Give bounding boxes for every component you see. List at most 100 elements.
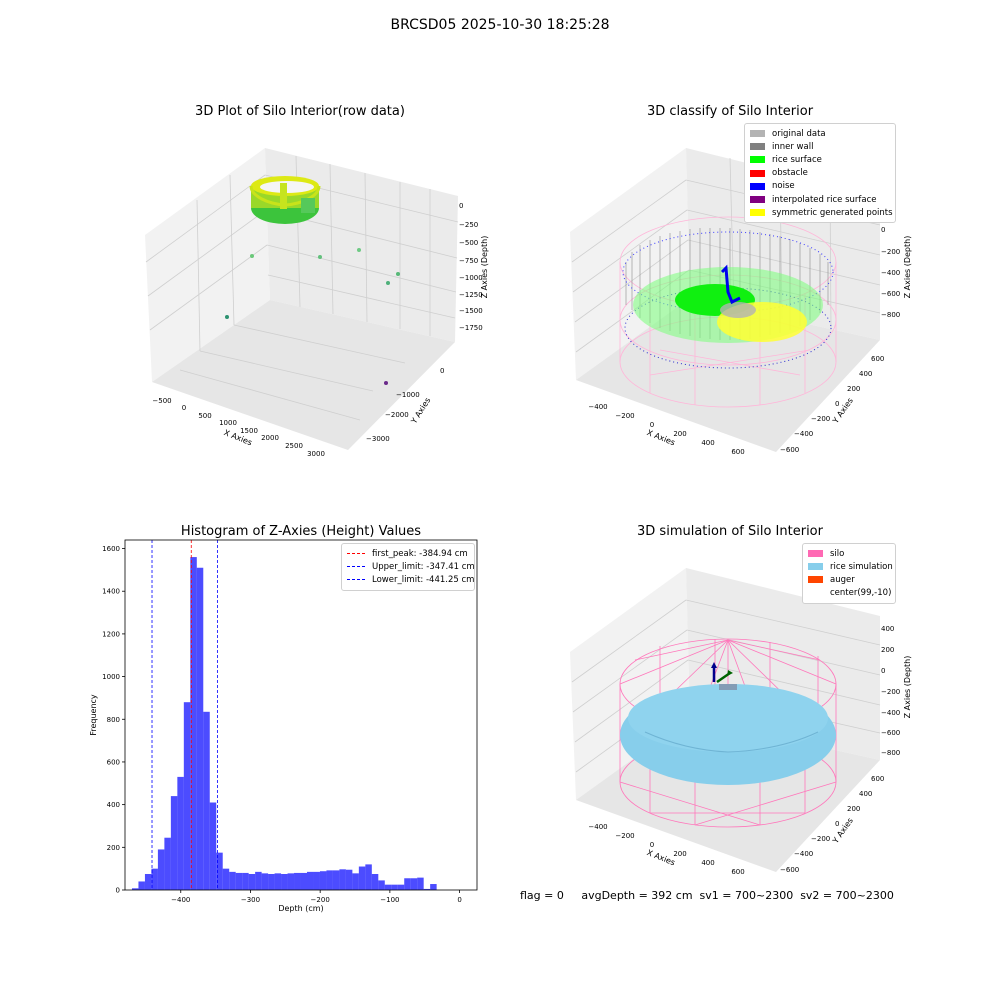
- legend-swatch: [750, 182, 765, 190]
- histogram-bar: [203, 711, 210, 890]
- histogram-x-label: Depth (cm): [278, 904, 323, 913]
- raw-x-tick: 2000: [261, 434, 279, 442]
- classify-y-tick: −400: [794, 430, 813, 438]
- histogram-bar: [248, 873, 256, 890]
- legend-item: auger: [808, 573, 890, 586]
- histogram-bar: [229, 871, 236, 890]
- classify-x-tick: −200: [615, 412, 634, 420]
- legend-item: symmetric generated points: [750, 206, 893, 219]
- raw-x-tick: −500: [152, 397, 171, 405]
- classify-legend: original data inner wall rice surface ob…: [744, 123, 896, 224]
- histogram-bar: [216, 852, 223, 890]
- classify-original-data: [720, 302, 756, 318]
- x-tick-label: −200: [311, 896, 330, 904]
- raw-y-label: Y Axies: [409, 396, 433, 426]
- simulation-x-tick: −200: [615, 832, 634, 840]
- legend-label: obstacle: [772, 168, 808, 179]
- histogram-bar: [196, 567, 204, 890]
- classify-plot-title: 3D classify of Silo Interior: [646, 104, 814, 119]
- y-tick-label: 0: [116, 887, 120, 895]
- y-tick-label: 400: [107, 801, 120, 809]
- legend-swatch: [750, 169, 765, 177]
- histogram-bar: [177, 776, 184, 890]
- histogram-bar: [397, 884, 405, 890]
- histogram-bar: [222, 868, 230, 890]
- figure-title: BRCSD05 2025-10-30 18:25:28: [390, 17, 610, 33]
- raw-z-tick: −1750: [459, 324, 483, 332]
- raw-z-tick: 0: [459, 202, 463, 210]
- histogram-bars: [131, 557, 437, 890]
- raw-3d-plot: −500 0 500 1000 1500 2000 2500 3000 0 −1…: [145, 148, 489, 458]
- raw-z-tick: −500: [459, 239, 478, 247]
- classify-noise-cluster: [720, 264, 741, 305]
- classify-y-tick: 0: [835, 400, 839, 408]
- legend-item: first_peak: -384.94 cm: [347, 547, 469, 560]
- legend-swatch: [808, 563, 823, 571]
- histogram-bar: [170, 796, 178, 890]
- histogram-bar: [352, 873, 359, 890]
- histogram-bar: [391, 884, 398, 890]
- raw-y-tick: 0: [440, 367, 444, 375]
- legend-label: silo: [830, 548, 845, 559]
- legend-line: [347, 566, 365, 568]
- legend-item: silo: [808, 547, 890, 560]
- legend-swatch: [808, 576, 823, 584]
- raw-x-tick: 0: [182, 404, 186, 412]
- histogram-bar: [345, 869, 353, 890]
- simulation-plot-title: 3D simulation of Silo Interior: [637, 524, 823, 539]
- histogram-bar: [417, 877, 424, 890]
- x-tick-label: −100: [380, 896, 399, 904]
- histogram-ticks: −400 −300 −200 −100 0 0 200 400 600 800 1000 1200 14…: [102, 545, 462, 904]
- histogram-bar: [274, 873, 282, 890]
- legend-swatch: [750, 130, 765, 138]
- histogram-bar: [384, 884, 392, 890]
- classify-x-tick: 600: [731, 448, 744, 456]
- classify-noise-ring: [622, 231, 834, 313]
- histogram-bar: [183, 702, 191, 890]
- raw-y-tick: −2000: [385, 411, 409, 419]
- auger-icon: [711, 662, 737, 690]
- raw-z-tick: −1000: [459, 274, 483, 282]
- histogram-bar: [365, 864, 372, 890]
- histogram-bar: [138, 881, 145, 890]
- classify-z-tick: −800: [881, 311, 900, 319]
- histogram-bar: [404, 878, 411, 890]
- status-footer: flag = 0 avgDepth = 392 cm sv1 = 700~230…: [520, 889, 894, 902]
- raw-silo-cloud: [249, 176, 321, 224]
- histogram-bar: [300, 872, 307, 890]
- histogram-frame: [124, 539, 478, 891]
- simulation-y-tick: 200: [847, 805, 860, 813]
- legend-item: center(99,-10): [808, 587, 891, 600]
- classify-pane-left: [570, 148, 690, 380]
- simulation-z-tick: −600: [881, 729, 900, 737]
- raw-z-tick: −1250: [459, 291, 483, 299]
- raw-outlier-points: [225, 248, 400, 385]
- simulation-z-tick: −400: [881, 709, 900, 717]
- classify-3d-plot: −400 −200 0 200 400 600 600 400 200 0 −2…: [570, 148, 912, 456]
- y-tick-label: 1400: [102, 588, 120, 596]
- simulation-rice-contour: [644, 731, 819, 753]
- histogram-title: Histogram of Z-Axies (Height) Values: [180, 524, 422, 539]
- classify-x-tick: 0: [650, 421, 654, 429]
- raw-z-tick: −750: [459, 257, 478, 265]
- legend-item: noise: [750, 180, 890, 193]
- legend-item: original data: [750, 127, 890, 140]
- raw-pane-left: [145, 148, 270, 382]
- y-tick-label: 200: [107, 844, 120, 852]
- legend-item: obstacle: [750, 167, 890, 180]
- histogram-bar: [371, 873, 379, 890]
- legend-swatch: [808, 589, 823, 597]
- histogram-bar: [164, 837, 171, 890]
- y-tick-label: 600: [107, 758, 120, 766]
- histogram-bar: [339, 869, 346, 890]
- histogram-bar: [358, 866, 366, 890]
- simulation-legend: silo rice simulation auger center(99,-10…: [802, 543, 896, 604]
- raw-x-tick: 1000: [219, 419, 237, 427]
- y-tick-label: 1600: [102, 545, 120, 553]
- histogram-bar: [190, 557, 197, 890]
- simulation-y-tick: 400: [859, 790, 872, 798]
- simulation-x-tick: 400: [701, 859, 714, 867]
- simulation-z-tick: 200: [881, 646, 894, 654]
- legend-swatch: [750, 156, 765, 164]
- legend-line: [347, 579, 365, 581]
